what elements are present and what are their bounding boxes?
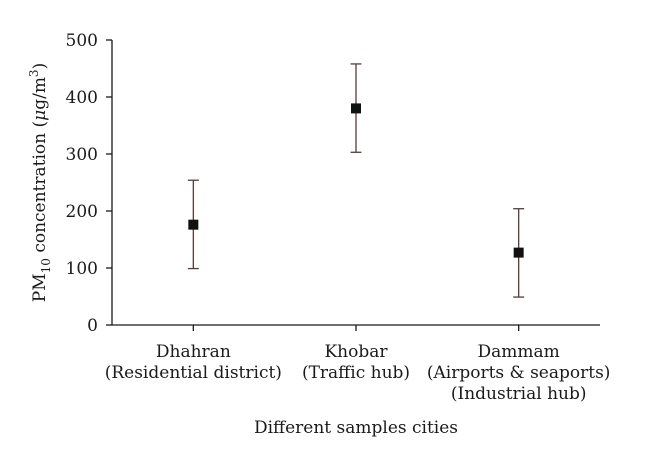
x-category-label: (Industrial hub) bbox=[451, 384, 587, 404]
x-category-label: (Traffic hub) bbox=[302, 363, 410, 383]
y-axis-ticks: 0 100 200 300 400 500 bbox=[66, 31, 112, 336]
x-axis-title: Different samples cities bbox=[254, 418, 458, 438]
y-title-subscript: 10 bbox=[39, 258, 53, 273]
x-category-label: (Residential district) bbox=[105, 363, 282, 383]
error-bars bbox=[187, 63, 525, 298]
x-category-label: Dhahran bbox=[156, 342, 231, 362]
y-title-superscript: 3 bbox=[27, 69, 41, 77]
data-point bbox=[513, 247, 524, 258]
y-tick-label: 0 bbox=[87, 316, 98, 336]
x-category-label: Dammam bbox=[478, 342, 560, 362]
data-markers bbox=[188, 103, 524, 258]
data-point bbox=[351, 103, 361, 114]
data-point bbox=[188, 219, 199, 230]
y-title-suffix: ) bbox=[30, 63, 50, 70]
y-tick-label: 500 bbox=[66, 31, 98, 51]
y-title-mu: μ bbox=[30, 110, 50, 121]
category-labels: Dhahran(Residential district) Khobar(Traf… bbox=[105, 342, 611, 404]
x-axis-ticks bbox=[192, 325, 520, 331]
y-tick-label: 300 bbox=[66, 145, 98, 165]
y-tick-label: 200 bbox=[66, 202, 98, 222]
x-category-label: Khobar bbox=[324, 342, 388, 362]
y-tick-label: 400 bbox=[66, 88, 98, 108]
y-tick-label: 100 bbox=[66, 259, 98, 279]
y-title-unit: g/m bbox=[30, 77, 50, 110]
y-axis-title: PM10 concentration (μg/m3) bbox=[27, 63, 53, 302]
x-category-label: (Airports & seaports) bbox=[427, 363, 611, 383]
y-title-middle: concentration ( bbox=[30, 121, 50, 258]
y-title-prefix: PM bbox=[30, 273, 50, 302]
